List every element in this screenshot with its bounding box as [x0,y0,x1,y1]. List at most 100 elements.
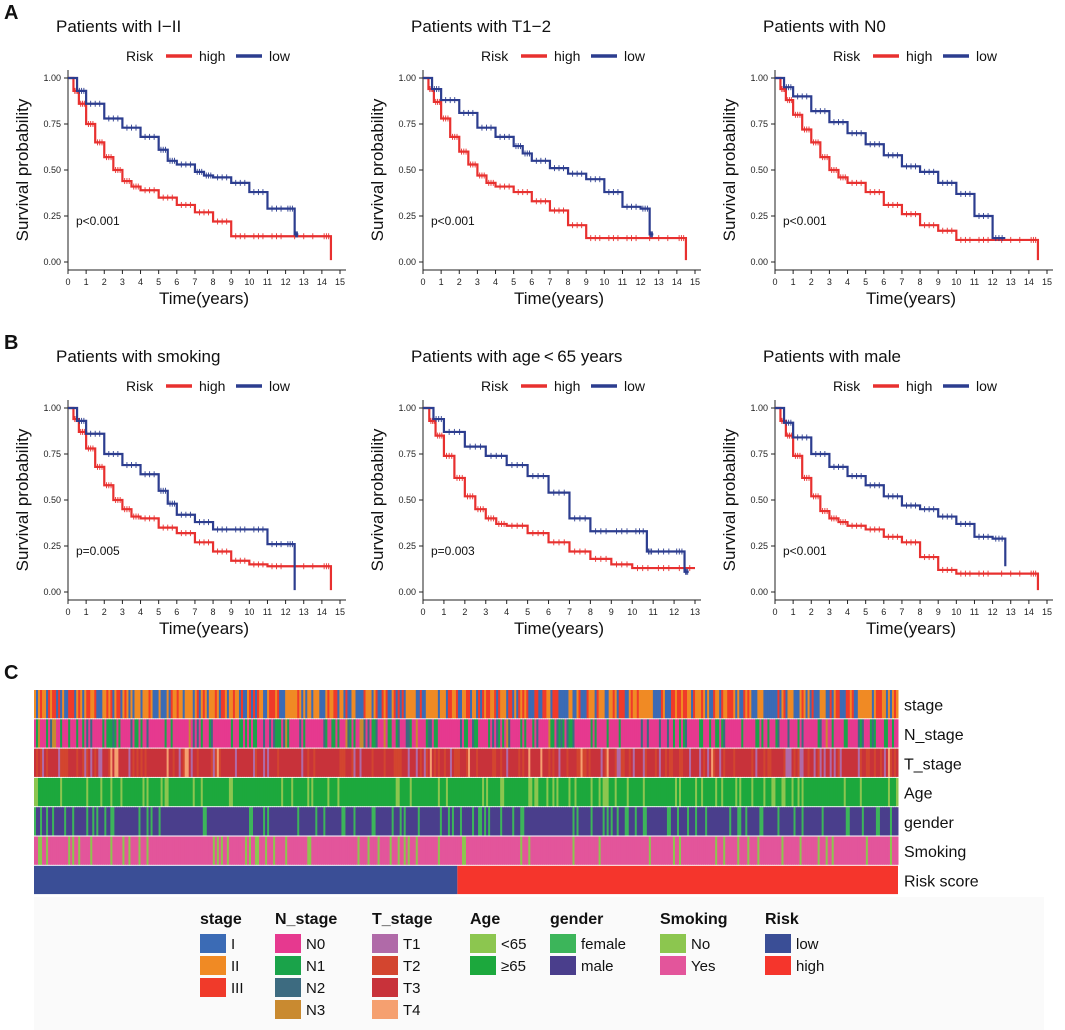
y-tick-label: 1.00 [750,73,768,83]
x-axis-label: Time(years) [514,619,604,638]
censor-marks-high [74,87,330,240]
heatmap-row-age [34,777,899,807]
x-tick-label: 8 [918,277,923,287]
risk-legend: Risk high low [481,378,646,394]
x-tick-label: 3 [120,607,125,617]
heatmap-row-label: gender [904,815,954,832]
legend-group-t_stage: T_stage T1 T2 T3 T4 [372,911,433,1019]
y-tick-label: 0.75 [750,119,768,129]
legend-item-label: No [691,936,710,953]
survival-curve-low [423,76,654,236]
legend-item-label: T1 [403,936,421,953]
legend-swatch [200,978,226,997]
x-tick-label: 9 [229,277,234,287]
x-tick-label: 12 [988,277,998,287]
y-tick-label: 0.75 [43,449,61,459]
y-axis-label: Survival probability [720,428,739,571]
legend-group-title: Age [470,911,500,928]
legend-group-n_stage: N_stage N0 N1 N2 N3 [275,911,337,1019]
x-tick-label: 3 [827,277,832,287]
x-axis-label: Time(years) [866,619,956,638]
x-tick-label: 7 [899,607,904,617]
km-plot-t1-2: Patients with T1−2 Risk high low 0.00 0.25 0.5… [368,17,701,308]
legend-label-high: high [906,48,932,64]
y-tick-label: 1.00 [43,403,61,413]
x-axis-label: Time(years) [866,289,956,308]
x-tick-label: 6 [174,607,179,617]
heatmap-row-stage [34,690,899,719]
x-tick-label: 14 [317,277,327,287]
legend-group-title: Smoking [660,911,728,928]
heatmap-row-label: T_stage [904,756,962,773]
censor-marks-low [435,416,689,575]
heatmap-row-t_stage [34,748,899,777]
y-tick-label: 0.25 [750,541,768,551]
p-value: p<0.001 [76,214,120,228]
legend-swatch [275,1000,301,1019]
y-tick-label: 0.00 [750,257,768,267]
survival-curve-high [775,76,1040,261]
survival-curve-high [423,76,688,261]
y-tick-label: 0.00 [43,587,61,597]
y-tick-label: 1.00 [750,403,768,413]
survival-curve-high [68,76,333,261]
legend-label-high: high [554,378,580,394]
heatmap-row-label: Smoking [904,844,966,861]
legend-group-age: Age<65 ≥65 [470,911,526,975]
legend-group-title: stage [200,911,242,928]
legend-label-low: low [976,378,998,394]
x-tick-label: 7 [899,277,904,287]
censor-marks-high [430,417,691,572]
heatmap-row-label: stage [904,698,943,715]
legend-swatch [660,934,686,953]
plot-title: Patients with male [763,347,901,366]
km-plot-i-ii: Patients with I−II Risk high low 0.00 0.25 0.5… [13,17,346,308]
legend-group-risk: Risk low high [765,911,824,975]
y-tick-label: 0.00 [43,257,61,267]
legend-group-smoking: Smoking No Yes [660,911,728,975]
x-tick-label: 8 [918,607,923,617]
y-tick-label: 0.75 [398,119,416,129]
x-tick-label: 5 [156,607,161,617]
x-tick-label: 15 [335,607,345,617]
x-axis-label: Time(years) [159,619,249,638]
clinical-heatmap: stage N_stage T_stage Age gender Smoking Risk … [34,690,979,895]
heatmap-row-label: Age [904,786,933,803]
risk-legend: Risk high low [126,48,291,64]
x-tick-label: 7 [547,277,552,287]
x-tick-label: 12 [636,277,646,287]
x-tick-label: 13 [299,607,309,617]
y-tick-label: 0.50 [398,495,416,505]
legend-swatch [372,934,398,953]
x-tick-label: 13 [1006,607,1016,617]
x-tick-label: 1 [439,277,444,287]
x-tick-label: 13 [1006,277,1016,287]
y-tick-label: 0.00 [398,257,416,267]
x-tick-label: 3 [483,607,488,617]
x-tick-label: 3 [475,277,480,287]
y-axis-label: Survival probability [368,428,387,571]
censor-marks-low [785,419,1003,542]
legend-group-title: gender [550,911,603,928]
legend-item-label: high [796,958,824,975]
x-tick-label: 2 [462,607,467,617]
legend-item-label: Yes [691,958,715,975]
heatmap-row-n_stage [34,719,899,748]
heatmap-row-smoking [34,836,899,865]
survival-curve-high [68,406,333,591]
p-value: p<0.001 [783,544,827,558]
plot-title: Patients with N0 [763,17,886,36]
x-tick-label: 4 [493,277,498,287]
x-tick-label: 10 [951,607,961,617]
risk-legend: Risk high low [833,378,998,394]
x-tick-label: 1 [441,607,446,617]
y-tick-label: 0.50 [398,165,416,175]
legend-swatch [470,934,496,953]
x-tick-label: 6 [174,277,179,287]
legend-item-label: N1 [306,958,325,975]
p-value: p<0.001 [783,214,827,228]
y-tick-label: 1.00 [398,73,416,83]
legend-swatch [470,956,496,975]
plot-title: Patients with smoking [56,347,220,366]
legend-item-label: N3 [306,1002,325,1019]
